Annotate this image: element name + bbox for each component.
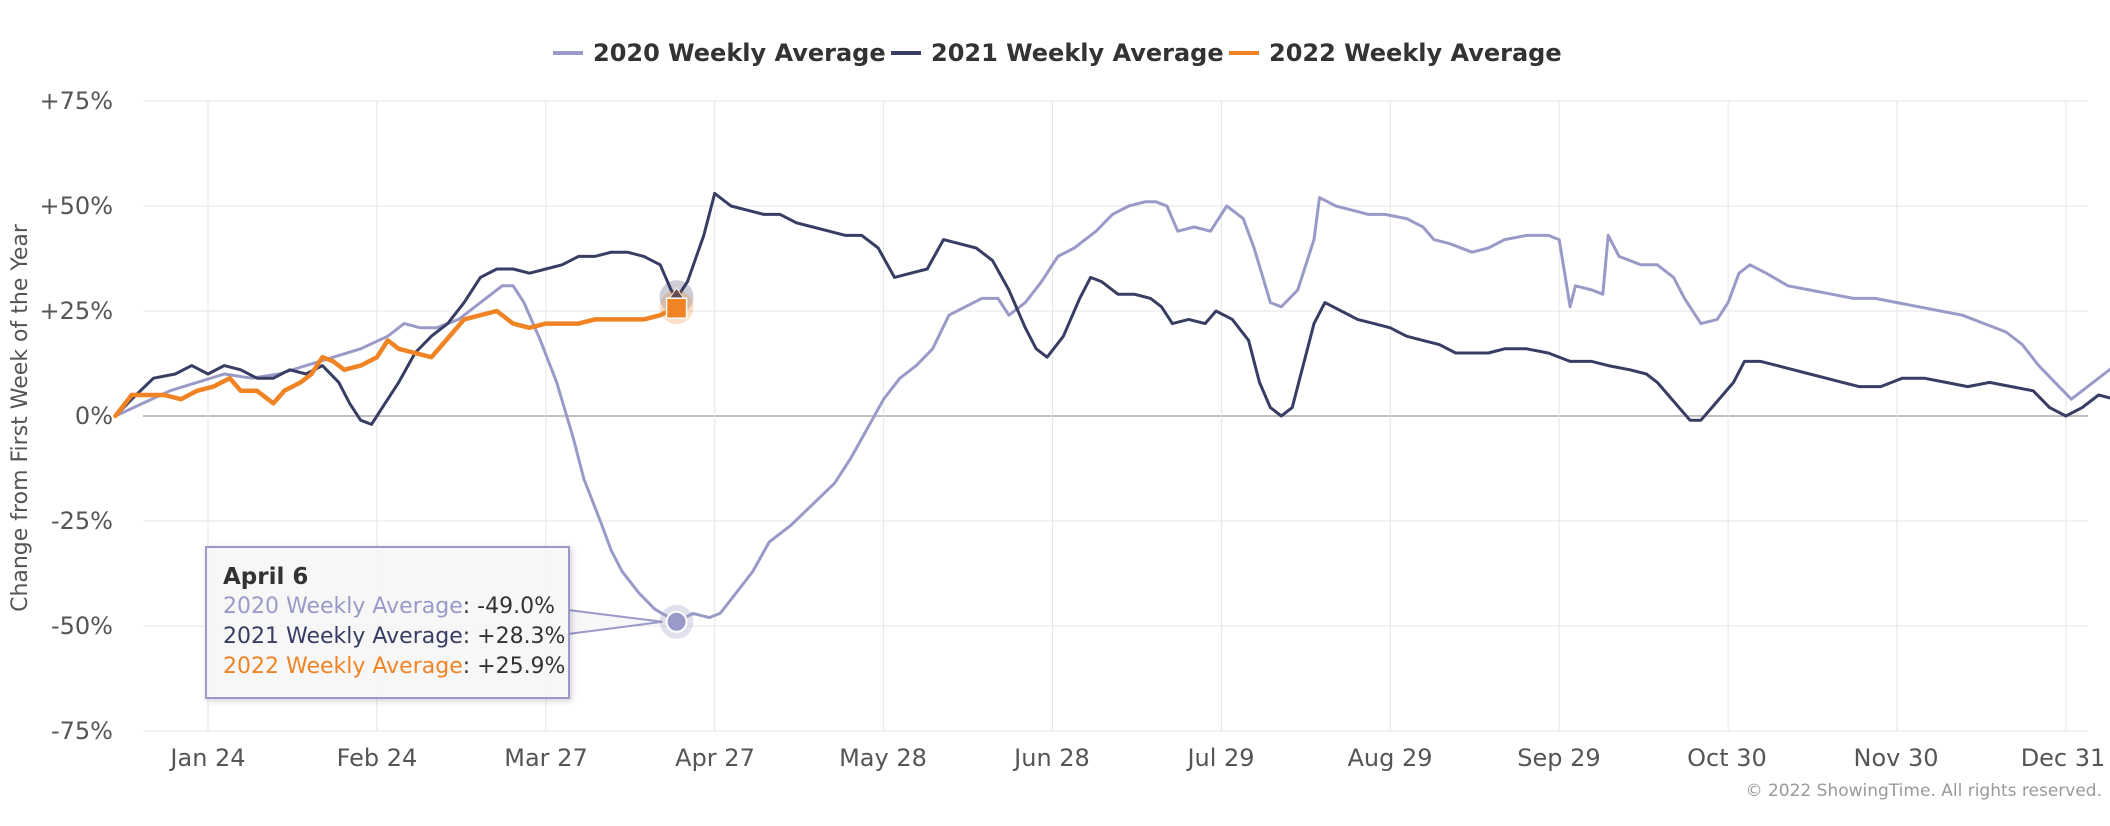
x-tick-label: Oct 30 (1687, 744, 1767, 772)
tooltip-row-2020: 2020 Weekly Average: -49.0% (223, 592, 555, 622)
legend-label-2021: 2021 Weekly Average (931, 39, 1224, 67)
series-line-2021 (113, 191, 2110, 426)
y-tick-label: -75% (51, 717, 113, 745)
y-tick-label: -50% (51, 612, 113, 640)
x-tick-label: Dec 31 (2021, 744, 2106, 772)
series-line-2020 (113, 196, 2110, 624)
tooltip-series-name: 2020 Weekly Average (223, 594, 463, 619)
legend-item-2021[interactable]: 2021 Weekly Average (891, 39, 1224, 67)
credit-text[interactable]: © 2022 ShowingTime. All rights reserved. (1746, 781, 2102, 801)
hover-markers (567, 280, 694, 639)
y-tick-label: +50% (40, 192, 113, 220)
x-tick-label: Sep 29 (1517, 744, 1600, 772)
legend-label-2020: 2020 Weekly Average (593, 39, 886, 67)
tooltip-title: April 6 (223, 564, 309, 590)
tooltip-value: : +25.9% (462, 654, 566, 679)
series-line-2022 (113, 304, 679, 419)
x-tick-label: Apr 27 (675, 744, 755, 772)
tooltip-pointer (567, 609, 663, 635)
x-tick-label: Nov 30 (1853, 744, 1938, 772)
y-axis-ticks: +75% +50% +25% 0% -25% -50% -75% (40, 87, 113, 745)
tooltip-series-name: 2021 Weekly Average (223, 624, 463, 649)
x-tick-label: Jul 29 (1185, 744, 1254, 772)
tooltip: April 6 2020 Weekly Average: -49.0% 2021… (205, 546, 570, 699)
tooltip-value: : -49.0% (462, 594, 555, 619)
y-tick-label: +25% (40, 297, 113, 325)
legend-item-2020[interactable]: 2020 Weekly Average (553, 39, 886, 67)
x-tick-label: Feb 24 (337, 744, 418, 772)
legend: 2020 Weekly Average 2021 Weekly Average … (553, 39, 1562, 67)
x-tick-label: Mar 27 (504, 744, 587, 772)
hover-marker-2020 (665, 610, 688, 633)
tooltip-series-name: 2022 Weekly Average (223, 654, 463, 679)
legend-label-2022: 2022 Weekly Average (1269, 39, 1562, 67)
series-lines (113, 191, 2110, 624)
x-tick-label: Jan 24 (168, 744, 245, 772)
y-axis-title: Change from First Week of the Year (8, 223, 33, 612)
x-axis-ticks: Jan 24 Feb 24 Mar 27 Apr 27 May 28 Jun 2… (168, 744, 2105, 772)
x-tick-label: May 28 (839, 744, 927, 772)
legend-item-2022[interactable]: 2022 Weekly Average (1229, 39, 1562, 67)
tooltip-row-2022: 2022 Weekly Average: +25.9% (223, 652, 565, 682)
y-tick-label: 0% (75, 402, 113, 430)
y-tick-label: -25% (51, 507, 113, 535)
x-tick-label: Aug 29 (1347, 744, 1432, 772)
tooltip-row-2021: 2021 Weekly Average: +28.3% (223, 622, 565, 652)
y-tick-label: +75% (40, 87, 113, 115)
tooltip-value: : +28.3% (462, 624, 566, 649)
hover-marker-2022 (665, 297, 688, 319)
x-tick-label: Jun 28 (1012, 744, 1090, 772)
